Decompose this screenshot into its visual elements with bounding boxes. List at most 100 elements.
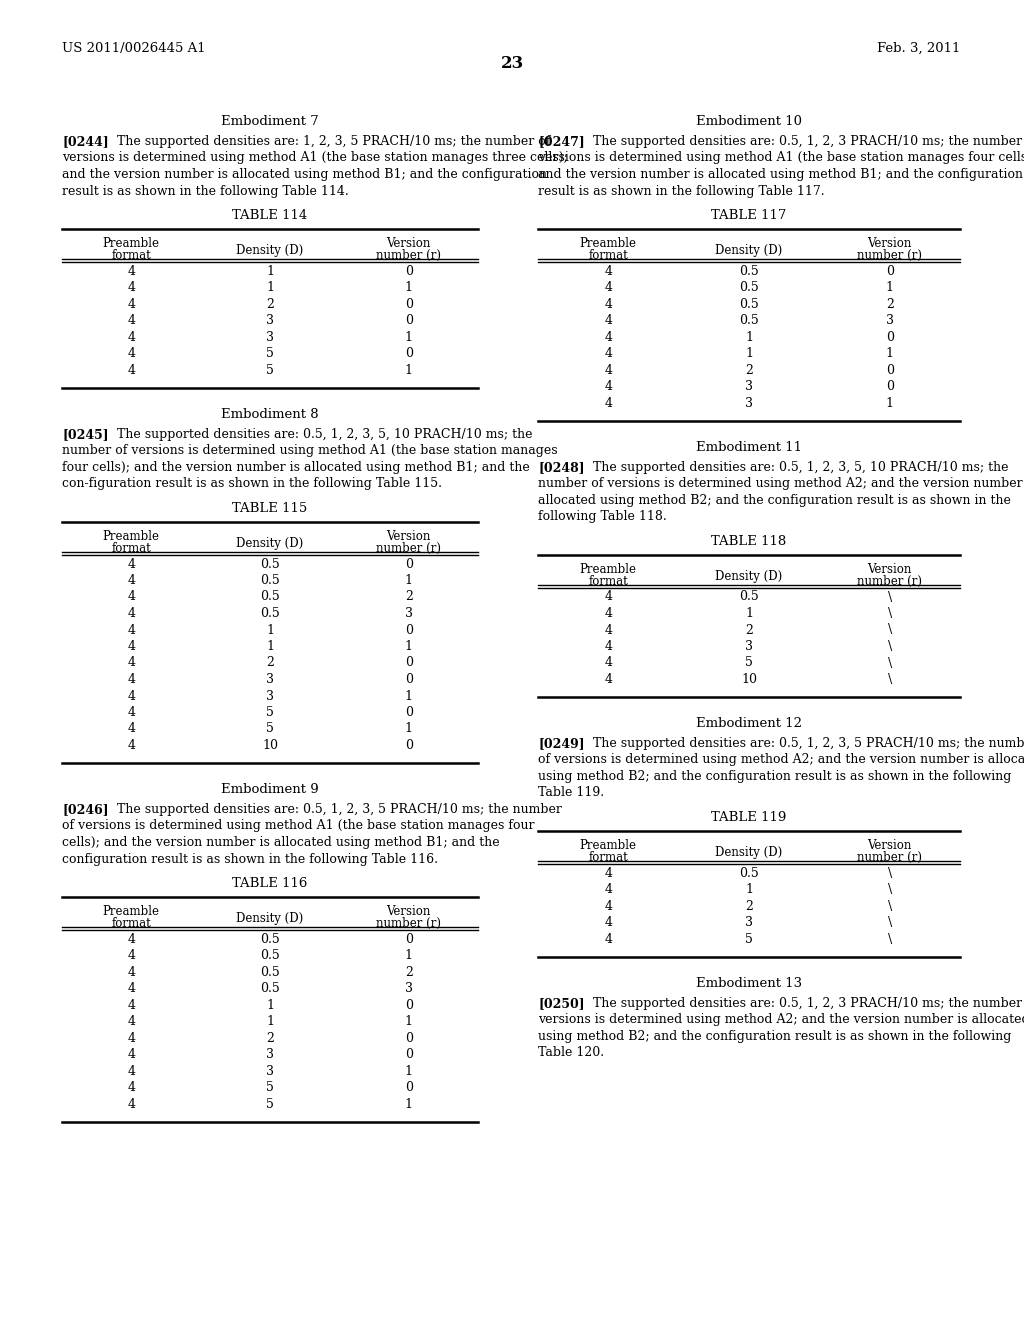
Text: number (r): number (r) bbox=[857, 249, 923, 261]
Text: 5: 5 bbox=[266, 1098, 274, 1110]
Text: 4: 4 bbox=[127, 1065, 135, 1077]
Text: 1: 1 bbox=[404, 640, 413, 653]
Text: 0: 0 bbox=[886, 265, 894, 277]
Text: 4: 4 bbox=[604, 281, 612, 294]
Text: 1: 1 bbox=[266, 281, 274, 294]
Text: versions is determined using method A1 (the base station manages four cells);: versions is determined using method A1 (… bbox=[538, 152, 1024, 165]
Text: Preamble: Preamble bbox=[102, 238, 160, 249]
Text: 0.5: 0.5 bbox=[260, 966, 280, 978]
Text: 5: 5 bbox=[266, 364, 274, 376]
Text: 3: 3 bbox=[266, 314, 274, 327]
Text: \: \ bbox=[888, 656, 892, 669]
Text: 4: 4 bbox=[127, 949, 135, 962]
Text: 1: 1 bbox=[266, 640, 274, 653]
Text: 1: 1 bbox=[404, 1015, 413, 1028]
Text: Density (D): Density (D) bbox=[237, 537, 304, 549]
Text: 3: 3 bbox=[404, 982, 413, 995]
Text: \: \ bbox=[888, 883, 892, 896]
Text: \: \ bbox=[888, 916, 892, 929]
Text: Embodiment 10: Embodiment 10 bbox=[696, 115, 802, 128]
Text: 3: 3 bbox=[266, 1065, 274, 1077]
Text: 4: 4 bbox=[604, 867, 612, 879]
Text: TABLE 114: TABLE 114 bbox=[232, 209, 307, 222]
Text: Version: Version bbox=[386, 906, 431, 917]
Text: 4: 4 bbox=[127, 347, 135, 360]
Text: format: format bbox=[589, 574, 628, 587]
Text: allocated using method B2; and the configuration result is as shown in the: allocated using method B2; and the confi… bbox=[538, 494, 1011, 507]
Text: 3: 3 bbox=[745, 640, 753, 653]
Text: 1: 1 bbox=[404, 281, 413, 294]
Text: Version: Version bbox=[867, 238, 911, 249]
Text: 0.5: 0.5 bbox=[739, 265, 759, 277]
Text: 0: 0 bbox=[404, 314, 413, 327]
Text: 10: 10 bbox=[741, 673, 757, 686]
Text: 2: 2 bbox=[404, 966, 413, 978]
Text: \: \ bbox=[888, 607, 892, 620]
Text: 4: 4 bbox=[127, 739, 135, 752]
Text: 2: 2 bbox=[745, 623, 753, 636]
Text: 2: 2 bbox=[266, 298, 274, 310]
Text: four cells); and the version number is allocated using method B1; and the: four cells); and the version number is a… bbox=[62, 461, 529, 474]
Text: number of versions is determined using method A1 (the base station manages: number of versions is determined using m… bbox=[62, 445, 558, 457]
Text: following Table 118.: following Table 118. bbox=[538, 511, 667, 523]
Text: number (r): number (r) bbox=[857, 574, 923, 587]
Text: 1: 1 bbox=[404, 364, 413, 376]
Text: 3: 3 bbox=[745, 380, 753, 393]
Text: 4: 4 bbox=[604, 298, 612, 310]
Text: \: \ bbox=[888, 623, 892, 636]
Text: result is as shown in the following Table 114.: result is as shown in the following Tabl… bbox=[62, 185, 349, 198]
Text: TABLE 115: TABLE 115 bbox=[232, 502, 307, 515]
Text: 4: 4 bbox=[604, 364, 612, 376]
Text: format: format bbox=[589, 851, 628, 865]
Text: TABLE 118: TABLE 118 bbox=[712, 535, 786, 548]
Text: format: format bbox=[112, 917, 152, 931]
Text: 0: 0 bbox=[404, 265, 413, 277]
Text: 0.5: 0.5 bbox=[260, 949, 280, 962]
Text: 0.5: 0.5 bbox=[260, 557, 280, 570]
Text: 4: 4 bbox=[127, 1081, 135, 1094]
Text: and the version number is allocated using method B1; and the configuration: and the version number is allocated usin… bbox=[62, 168, 547, 181]
Text: 3: 3 bbox=[266, 1048, 274, 1061]
Text: 3: 3 bbox=[266, 689, 274, 702]
Text: Table 119.: Table 119. bbox=[538, 787, 604, 800]
Text: 2: 2 bbox=[745, 900, 753, 912]
Text: 1: 1 bbox=[886, 397, 894, 409]
Text: Density (D): Density (D) bbox=[716, 846, 782, 859]
Text: 4: 4 bbox=[604, 883, 612, 896]
Text: 1: 1 bbox=[404, 689, 413, 702]
Text: 3: 3 bbox=[745, 916, 753, 929]
Text: TABLE 117: TABLE 117 bbox=[712, 209, 786, 222]
Text: [0248]: [0248] bbox=[538, 461, 585, 474]
Text: Preamble: Preamble bbox=[580, 562, 637, 576]
Text: 4: 4 bbox=[127, 557, 135, 570]
Text: 4: 4 bbox=[127, 623, 135, 636]
Text: 0: 0 bbox=[404, 298, 413, 310]
Text: 5: 5 bbox=[266, 347, 274, 360]
Text: and the version number is allocated using method B1; and the configuration: and the version number is allocated usin… bbox=[538, 168, 1023, 181]
Text: 0: 0 bbox=[404, 999, 413, 1011]
Text: [0244]: [0244] bbox=[62, 135, 109, 148]
Text: 0.5: 0.5 bbox=[739, 867, 759, 879]
Text: number (r): number (r) bbox=[376, 917, 441, 931]
Text: TABLE 116: TABLE 116 bbox=[232, 876, 307, 890]
Text: 4: 4 bbox=[127, 673, 135, 686]
Text: 0.5: 0.5 bbox=[260, 933, 280, 945]
Text: 4: 4 bbox=[604, 347, 612, 360]
Text: result is as shown in the following Table 117.: result is as shown in the following Tabl… bbox=[538, 185, 824, 198]
Text: The supported densities are: 0.5, 1, 2, 3, 5, 10 PRACH/10 ms; the: The supported densities are: 0.5, 1, 2, … bbox=[117, 428, 532, 441]
Text: number (r): number (r) bbox=[376, 541, 441, 554]
Text: Embodiment 13: Embodiment 13 bbox=[696, 977, 802, 990]
Text: 4: 4 bbox=[604, 607, 612, 620]
Text: Embodiment 7: Embodiment 7 bbox=[221, 115, 318, 128]
Text: con-figuration result is as shown in the following Table 115.: con-figuration result is as shown in the… bbox=[62, 478, 442, 490]
Text: 0: 0 bbox=[404, 706, 413, 719]
Text: 0.5: 0.5 bbox=[739, 314, 759, 327]
Text: 1: 1 bbox=[404, 574, 413, 587]
Text: Embodiment 11: Embodiment 11 bbox=[696, 441, 802, 454]
Text: 4: 4 bbox=[127, 999, 135, 1011]
Text: Density (D): Density (D) bbox=[237, 244, 304, 257]
Text: 0.5: 0.5 bbox=[739, 590, 759, 603]
Text: Embodiment 8: Embodiment 8 bbox=[221, 408, 318, 421]
Text: \: \ bbox=[888, 933, 892, 945]
Text: 1: 1 bbox=[745, 607, 753, 620]
